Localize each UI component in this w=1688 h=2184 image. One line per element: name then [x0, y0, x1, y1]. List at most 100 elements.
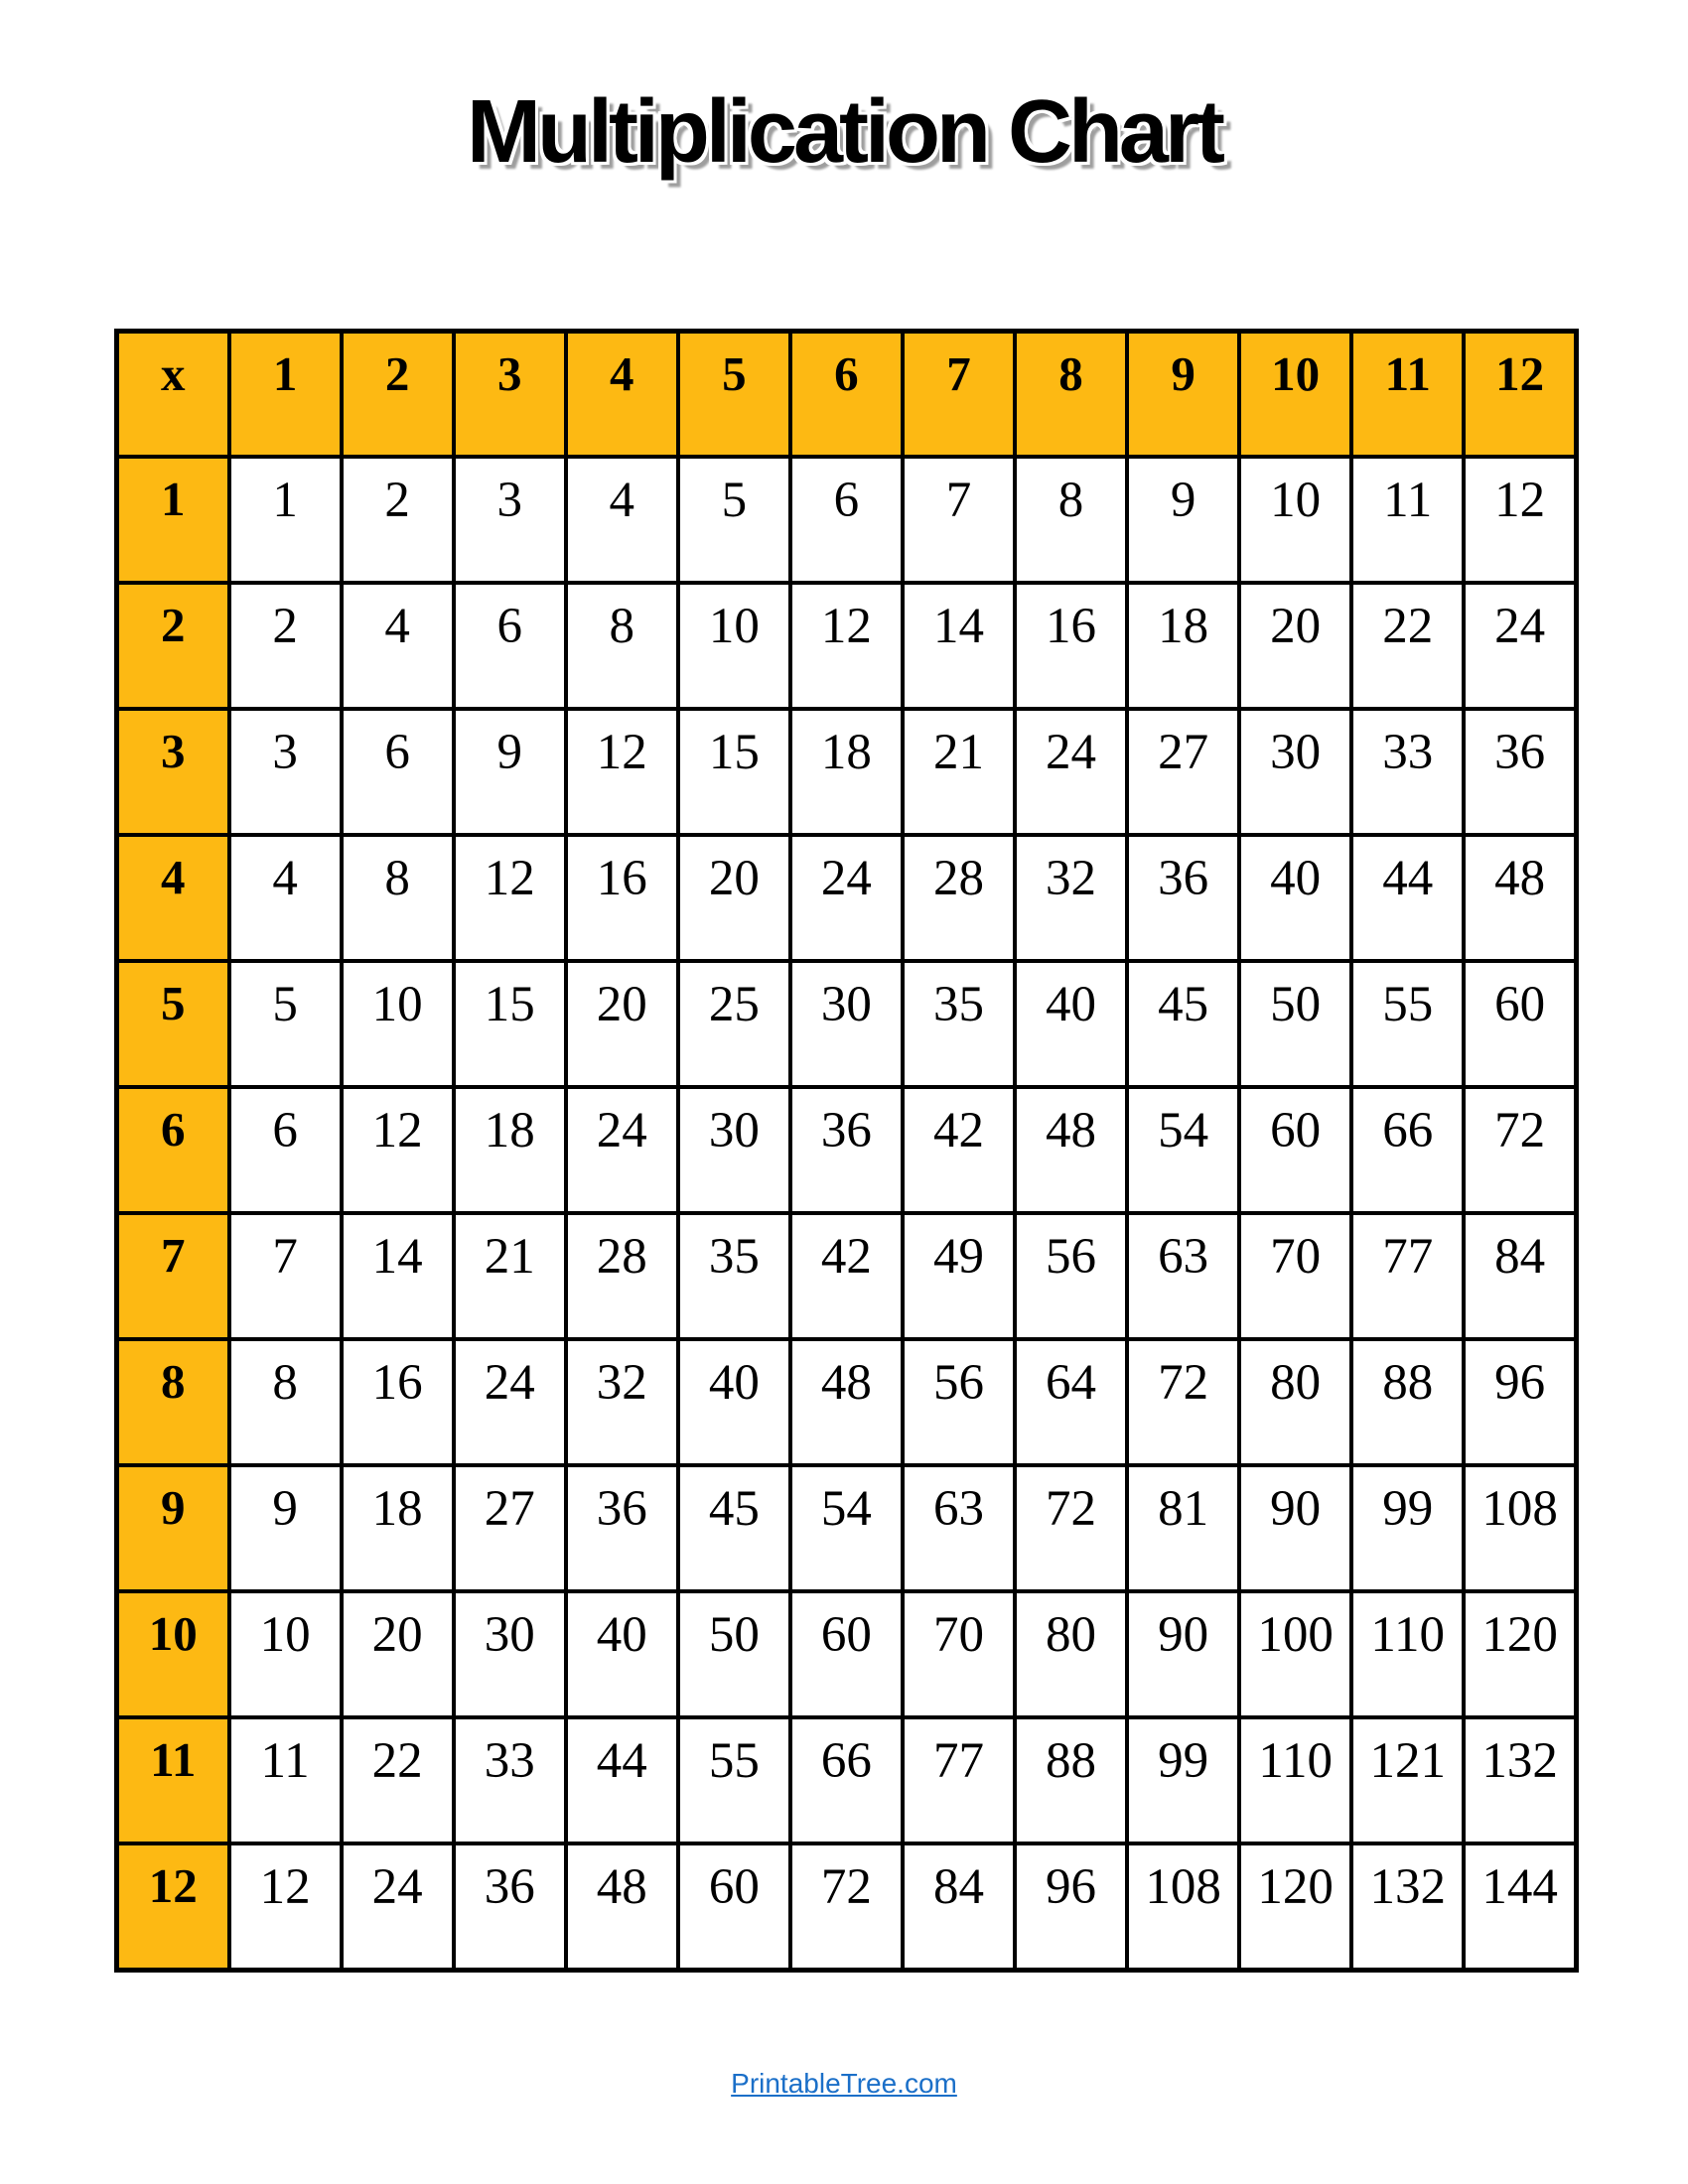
table-cell: 7 [226, 1211, 344, 1341]
table-cell: 120 [1462, 1589, 1579, 1719]
table-cell: 33 [451, 1715, 568, 1845]
table-cell: 36 [1462, 707, 1579, 837]
table-cell: 11 [1349, 455, 1467, 585]
table-cell: 72 [1012, 1463, 1130, 1593]
table-cell: 72 [1462, 1085, 1579, 1215]
footer-link[interactable]: PrintableTree.com [731, 2067, 957, 2099]
table-cell: 21 [900, 707, 1018, 837]
table-row: 8 8 16 24 32 40 48 56 64 72 80 88 96 [114, 1337, 1579, 1467]
table-cell: 36 [787, 1085, 905, 1215]
table-cell: 6 [339, 707, 456, 837]
corner-cell: x [114, 329, 231, 459]
table-cell: 96 [1462, 1337, 1579, 1467]
table-row: 1 1 2 3 4 5 6 7 8 9 10 11 12 [114, 455, 1579, 585]
table-row: 5 5 10 15 20 25 30 35 40 45 50 55 60 [114, 959, 1579, 1089]
table-cell: 14 [339, 1211, 456, 1341]
table-cell: 18 [451, 1085, 568, 1215]
table-cell: 108 [1462, 1463, 1579, 1593]
table-cell: 60 [1237, 1085, 1354, 1215]
multiplication-table: x 1 2 3 4 5 6 7 8 9 10 11 12 1 1 2 3 4 5 6 7 8 9 10 11 12 2 2 4 6 8 10 1… [114, 328, 1579, 1973]
table-cell: 110 [1349, 1589, 1467, 1719]
row-header: 10 [114, 1589, 231, 1719]
table-cell: 56 [1012, 1211, 1130, 1341]
table-row: 12 12 24 36 48 60 72 84 96 108 120 132 144 [114, 1842, 1579, 1972]
table-cell: 132 [1349, 1842, 1467, 1972]
table-cell: 48 [1462, 833, 1579, 963]
table-row: 2 2 4 6 8 10 12 14 16 18 20 22 24 [114, 581, 1579, 711]
table-cell: 3 [226, 707, 344, 837]
table-cell: 24 [1012, 707, 1130, 837]
table-cell: 28 [563, 1211, 680, 1341]
table-cell: 24 [451, 1337, 568, 1467]
table-cell: 54 [787, 1463, 905, 1593]
table-cell: 144 [1462, 1842, 1579, 1972]
col-header: 10 [1237, 329, 1354, 459]
table-cell: 4 [563, 455, 680, 585]
table-cell: 84 [1462, 1211, 1579, 1341]
table-cell: 24 [339, 1842, 456, 1972]
table-row: 10 10 20 30 40 50 60 70 80 90 100 110 120 [114, 1589, 1579, 1719]
row-header: 12 [114, 1842, 231, 1972]
row-header: 3 [114, 707, 231, 837]
table-cell: 2 [226, 581, 344, 711]
table-cell: 70 [900, 1589, 1018, 1719]
table-cell: 77 [1349, 1211, 1467, 1341]
table-cell: 6 [787, 455, 905, 585]
table-cell: 16 [563, 833, 680, 963]
table-cell: 72 [1125, 1337, 1242, 1467]
table-cell: 44 [1349, 833, 1467, 963]
table-cell: 108 [1125, 1842, 1242, 1972]
table-cell: 2 [339, 455, 456, 585]
table-cell: 12 [339, 1085, 456, 1215]
col-header: 12 [1462, 329, 1579, 459]
table-cell: 6 [451, 581, 568, 711]
table-cell: 20 [563, 959, 680, 1089]
table-cell: 14 [900, 581, 1018, 711]
table-cell: 72 [787, 1842, 905, 1972]
table-cell: 42 [900, 1085, 1018, 1215]
table-cell: 7 [900, 455, 1018, 585]
row-header: 7 [114, 1211, 231, 1341]
page-title: Multiplication Chart [467, 82, 1225, 182]
table-cell: 77 [900, 1715, 1018, 1845]
table-cell: 54 [1125, 1085, 1242, 1215]
table-cell: 21 [451, 1211, 568, 1341]
table-cell: 55 [1349, 959, 1467, 1089]
table-cell: 28 [900, 833, 1018, 963]
table-cell: 100 [1237, 1589, 1354, 1719]
table-cell: 45 [1125, 959, 1242, 1089]
table-cell: 10 [675, 581, 792, 711]
table-row: 3 3 6 9 12 15 18 21 24 27 30 33 36 [114, 707, 1579, 837]
table-cell: 15 [675, 707, 792, 837]
table-cell: 24 [563, 1085, 680, 1215]
table-cell: 36 [563, 1463, 680, 1593]
table-cell: 50 [675, 1589, 792, 1719]
footer: PrintableTree.com [0, 2068, 1688, 2100]
table-cell: 81 [1125, 1463, 1242, 1593]
table-cell: 30 [451, 1589, 568, 1719]
table-cell: 36 [451, 1842, 568, 1972]
table-row: 6 6 12 18 24 30 36 42 48 54 60 66 72 [114, 1085, 1579, 1215]
table-cell: 40 [675, 1337, 792, 1467]
table-cell: 48 [563, 1842, 680, 1972]
table-cell: 8 [1012, 455, 1130, 585]
table-cell: 88 [1012, 1715, 1130, 1845]
table-cell: 66 [1349, 1085, 1467, 1215]
table-cell: 8 [563, 581, 680, 711]
table-row: 9 9 18 27 36 45 54 63 72 81 90 99 108 [114, 1463, 1579, 1593]
table-cell: 96 [1012, 1842, 1130, 1972]
table-cell: 22 [339, 1715, 456, 1845]
table-cell: 60 [787, 1589, 905, 1719]
table-cell: 12 [1462, 455, 1579, 585]
table-cell: 36 [1125, 833, 1242, 963]
row-header: 11 [114, 1715, 231, 1845]
table-cell: 24 [1462, 581, 1579, 711]
table-cell: 6 [226, 1085, 344, 1215]
table-cell: 90 [1125, 1589, 1242, 1719]
col-header: 8 [1012, 329, 1130, 459]
table-cell: 110 [1237, 1715, 1354, 1845]
table-cell: 10 [339, 959, 456, 1089]
table-cell: 132 [1462, 1715, 1579, 1845]
table-cell: 12 [787, 581, 905, 711]
col-header: 1 [226, 329, 344, 459]
